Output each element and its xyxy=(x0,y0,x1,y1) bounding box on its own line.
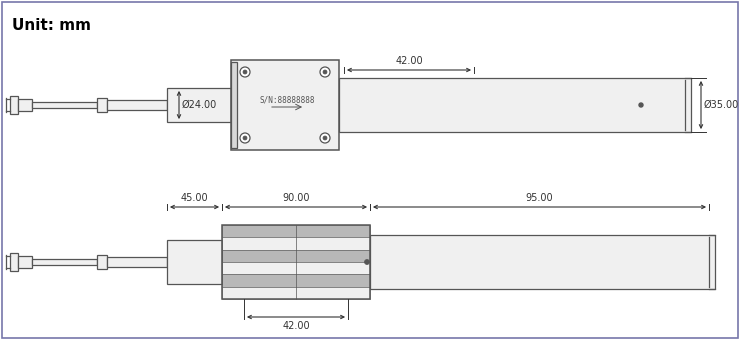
Circle shape xyxy=(323,70,327,74)
Text: 90.00: 90.00 xyxy=(282,193,310,203)
Bar xyxy=(222,250,370,262)
Circle shape xyxy=(240,67,250,77)
Bar xyxy=(370,235,715,289)
Circle shape xyxy=(365,259,369,265)
Bar xyxy=(107,100,167,110)
Bar xyxy=(107,257,167,267)
Bar xyxy=(339,78,691,132)
Bar xyxy=(32,102,97,108)
Circle shape xyxy=(320,67,330,77)
Text: 42.00: 42.00 xyxy=(395,56,423,66)
Text: 42.00: 42.00 xyxy=(282,321,310,331)
Bar xyxy=(97,98,107,112)
Bar xyxy=(222,225,370,237)
Bar xyxy=(10,253,18,271)
Bar xyxy=(222,274,370,287)
Bar xyxy=(32,259,97,265)
Bar xyxy=(97,255,107,269)
Text: Unit: mm: Unit: mm xyxy=(12,18,91,33)
Text: 45.00: 45.00 xyxy=(181,193,209,203)
Text: S/N:88888888: S/N:88888888 xyxy=(259,96,314,104)
Bar xyxy=(222,237,370,250)
Circle shape xyxy=(320,133,330,143)
Bar xyxy=(18,99,32,111)
Bar xyxy=(167,88,231,122)
Bar xyxy=(222,225,370,299)
Text: 95.00: 95.00 xyxy=(525,193,554,203)
Bar xyxy=(231,60,339,150)
Bar xyxy=(18,256,32,268)
Bar xyxy=(167,240,222,284)
Bar xyxy=(222,262,370,274)
Circle shape xyxy=(243,70,247,74)
Circle shape xyxy=(639,103,643,107)
Bar xyxy=(222,287,370,299)
Circle shape xyxy=(243,136,247,140)
Text: Ø35.00: Ø35.00 xyxy=(704,100,739,110)
Bar xyxy=(231,62,237,148)
Circle shape xyxy=(240,133,250,143)
Circle shape xyxy=(323,136,327,140)
Bar xyxy=(10,96,18,114)
Text: Ø24.00: Ø24.00 xyxy=(182,100,218,110)
